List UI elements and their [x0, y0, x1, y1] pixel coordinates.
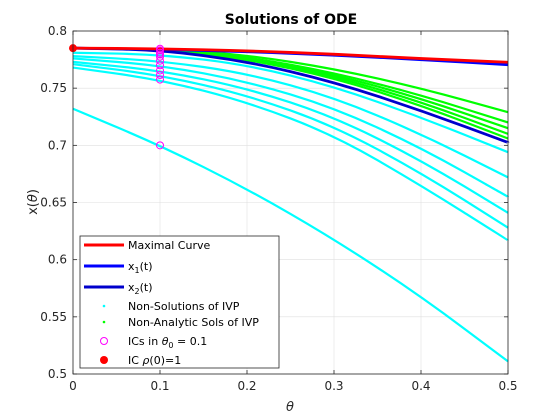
axis-ticks: 0 0.1 0.2 0.3 0.4 0.5 0.5 0.55 0.6 0.65 0.7 0.75 0.8 — [40, 24, 517, 393]
ic-marker-6 — [156, 75, 164, 84]
series-line-13 — [72, 66, 509, 242]
y-tick-label-6: 0.8 — [48, 24, 67, 38]
series-line-12 — [72, 63, 509, 229]
ic-marker-8 — [156, 46, 164, 55]
legend-label-maximal-curve: Maximal Curve — [128, 239, 210, 252]
ic-marker-9 — [156, 48, 164, 57]
series-line-14 — [72, 107, 509, 363]
y-tick-label-2: 0.6 — [48, 253, 67, 267]
y-tick-label-3: 0.65 — [40, 196, 67, 210]
y-tick-label-5: 0.75 — [40, 81, 67, 95]
legend-label-x2: x2(t) — [128, 281, 153, 296]
series-line-0 — [72, 46, 509, 64]
x-tick-label-4: 0.4 — [411, 379, 430, 393]
legend-swatch-non-solutions — [102, 304, 106, 308]
x-tick-label-1: 0.1 — [150, 379, 169, 393]
legend-label-non-solutions: Non-Solutions of IVP — [128, 300, 240, 313]
x-tick-label-5: 0.5 — [498, 379, 517, 393]
y-tick-label-1: 0.55 — [40, 310, 67, 324]
x-axis-label: θ — [286, 400, 294, 415]
legend-entry-maximal-curve: Maximal Curve — [84, 239, 210, 252]
legend-entry-ic-rho: IC ρ(0)=1 — [100, 354, 181, 367]
x-tick-label-3: 0.3 — [324, 379, 343, 393]
series-lines — [72, 46, 509, 363]
ic-marker-4 — [156, 66, 164, 75]
series-line-8 — [72, 51, 509, 154]
chart-title: Solutions of ODE — [225, 12, 357, 28]
legend-label-ics: ICs in θ0 = 0.1 — [128, 335, 207, 350]
legend-label-non-analytic: Non-Analytic Sols of IVP — [128, 316, 259, 329]
legend-entry-non-analytic: Non-Analytic Sols of IVP — [102, 316, 259, 329]
legend-entry-non-solutions: Non-Solutions of IVP — [102, 300, 240, 313]
x-tick-label-0: 0 — [69, 379, 77, 393]
legend-entry-x2: x2(t) — [84, 281, 153, 296]
series-line-7 — [159, 47, 509, 140]
series-line-11 — [72, 60, 509, 214]
series-line-10 — [72, 57, 509, 198]
y-axis-label: x(θ) — [26, 189, 41, 215]
y-tick-label-4: 0.7 — [48, 138, 67, 152]
ic-marker-3 — [156, 61, 164, 70]
ic-marker-5 — [156, 71, 164, 80]
legend-swatch-ics — [100, 337, 108, 345]
legend: Maximal Curve x1(t) x2(t) Non-Solutions … — [79, 235, 280, 369]
legend-box — [79, 235, 280, 369]
ic-marker-7 — [156, 141, 164, 150]
y-tick-label-0: 0.5 — [48, 367, 67, 381]
legend-swatch-ic-rho — [100, 356, 108, 364]
legend-label-ic-rho: IC ρ(0)=1 — [128, 354, 181, 367]
series-line-9 — [72, 55, 509, 179]
legend-entry-ics: ICs in θ0 = 0.1 — [100, 335, 207, 350]
legend-entry-x1: x1(t) — [84, 260, 153, 275]
ic-marker-2 — [156, 56, 164, 65]
legend-label-x1: x1(t) — [128, 260, 153, 275]
ic-marker-10 — [156, 52, 164, 61]
x-tick-label-2: 0.2 — [237, 379, 256, 393]
legend-swatch-non-analytic — [102, 320, 106, 324]
